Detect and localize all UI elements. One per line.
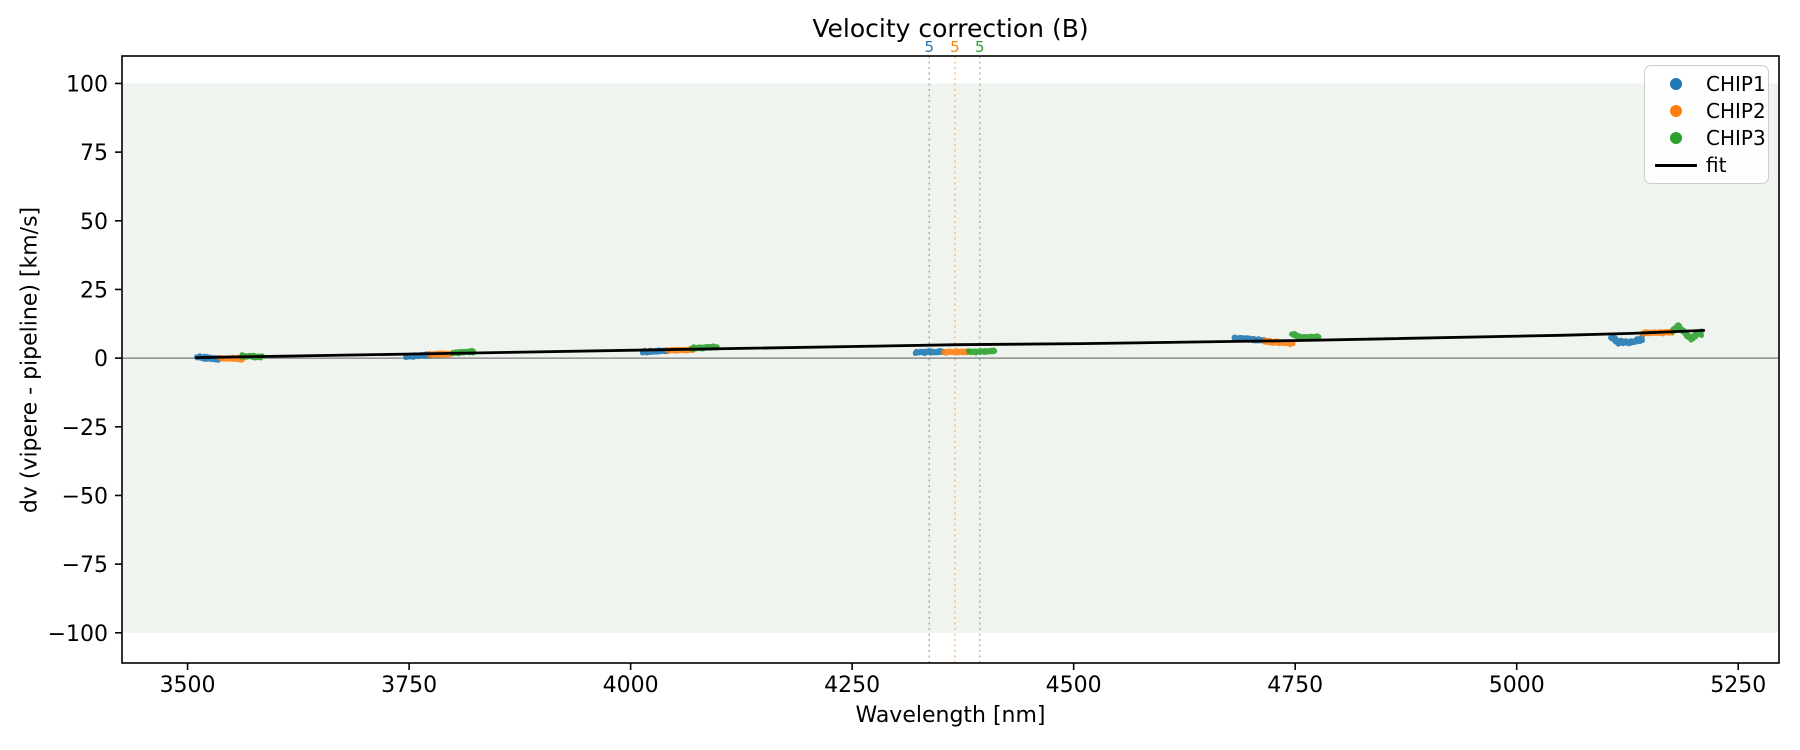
y-ticks: −100 −75 −50 −25 0 25 50 75 100 [48, 72, 122, 647]
legend-item-fit: fit [1645, 152, 1768, 178]
x-tick-label: 3750 [381, 673, 437, 698]
order-label: 5 [924, 38, 934, 56]
x-tick-label: 5000 [1489, 673, 1545, 698]
data-point [992, 348, 997, 353]
data-point [1699, 333, 1704, 338]
legend-label-chip1: CHIP1 [1706, 71, 1766, 96]
x-axis-label: Wavelength [nm] [855, 703, 1046, 728]
y-tick-label: −50 [62, 484, 108, 509]
x-tick-label: 5250 [1710, 673, 1766, 698]
fit-line-icon [1655, 163, 1697, 167]
x-tick-label: 4500 [1046, 673, 1102, 698]
legend-label-fit: fit [1706, 153, 1727, 178]
legend-label-chip3: CHIP3 [1706, 126, 1766, 151]
data-point [1290, 341, 1296, 346]
chart-title: Velocity correction (B) [812, 14, 1089, 43]
legend-label-chip2: CHIP2 [1706, 98, 1766, 123]
y-tick-label: −100 [48, 622, 108, 647]
order-label: 5 [950, 38, 960, 56]
y-tick-label: −25 [62, 416, 108, 441]
fit-line [194, 328, 1706, 360]
legend-item-chip3: CHIP3 [1645, 125, 1768, 151]
chip1-dot-icon [1670, 77, 1682, 90]
chip2-dot-icon [1670, 104, 1682, 117]
y-tick-label: −75 [62, 553, 108, 578]
legend-item-chip1: CHIP1 [1645, 71, 1768, 97]
order-label: 5 [975, 38, 985, 56]
x-tick-label: 4250 [824, 673, 880, 698]
legend: CHIP1 CHIP2 CHIP3 fit [1644, 65, 1769, 184]
data-point [1316, 334, 1322, 340]
x-tick-label: 4750 [1267, 673, 1323, 698]
x-tick-label: 4000 [603, 673, 659, 698]
y-tick-label: 100 [66, 72, 108, 97]
data-point [1640, 338, 1645, 343]
x-ticks: 3500 3750 4000 4250 4500 4750 5000 5250 [160, 663, 1766, 698]
y-axis-label: dv (vipere - pipeline) [km/s] [17, 206, 43, 514]
plot-border [121, 55, 1780, 664]
y-tick-label: 0 [94, 347, 108, 372]
chip3-dot-icon [1670, 132, 1682, 145]
x-tick-label: 3500 [160, 673, 216, 698]
y-tick-label: 50 [80, 210, 108, 235]
legend-item-chip2: CHIP2 [1645, 98, 1768, 124]
y-tick-label: 75 [80, 141, 108, 166]
y-tick-label: 25 [80, 278, 108, 303]
